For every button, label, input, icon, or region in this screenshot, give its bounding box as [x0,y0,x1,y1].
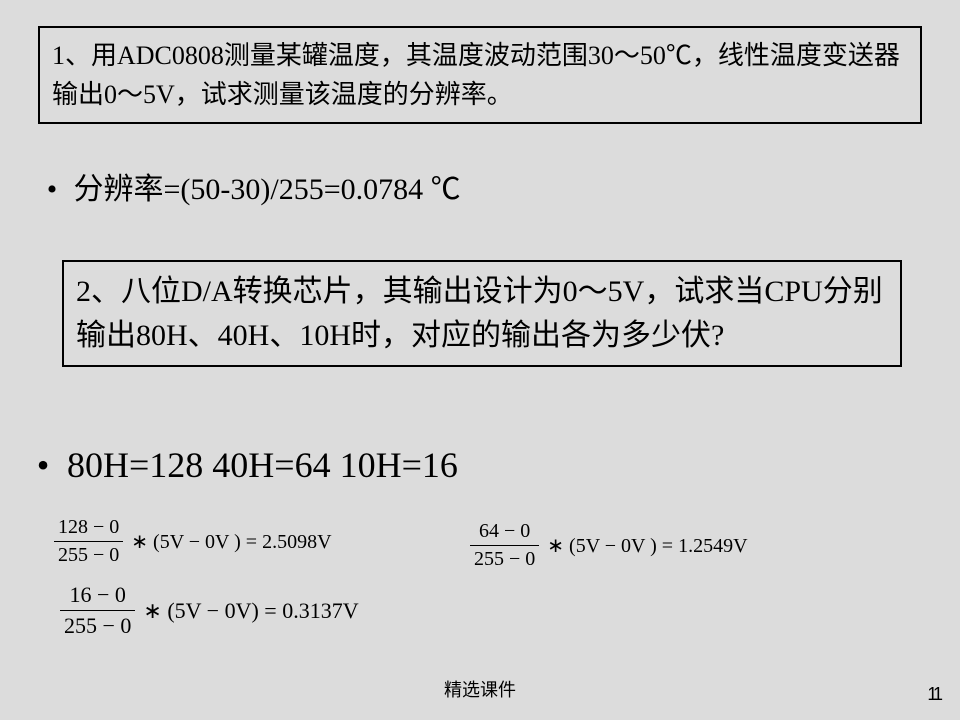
equation-3: 16 − 0 255 − 0 ∗ (5V − 0V) = 0.3137V [60,582,359,639]
problem-2-text: 2、八位D/A转换芯片，其输出设计为0～5V，试求当CPU分别输出80H、40H… [76,275,883,352]
numerator: 64 − 0 [475,520,534,545]
equation-rest: ∗ (5V − 0V) = 0.3137V [143,598,358,624]
answer-2-line: • 80H=128 40H=64 10H=16 [28,444,458,486]
problem-1-box: 1、用ADC0808测量某罐温度，其温度波动范围30～50℃，线性温度变送器输出… [38,26,922,124]
denominator: 255 − 0 [60,610,135,639]
fraction: 128 − 0 255 − 0 [54,516,123,567]
equation-2: 64 − 0 255 − 0 ∗ (5V − 0V ) = 1.2549V [470,520,748,571]
bullet-dot: • [38,173,66,207]
problem-1-text: 1、用ADC0808测量某罐温度，其温度波动范围30～50℃，线性温度变送器输出… [52,41,900,109]
answer-1-line: • 分辨率=(50-30)/255=0.0784 ℃ [38,164,461,208]
numerator: 16 − 0 [66,582,130,610]
equation-1: 128 − 0 255 − 0 ∗ (5V − 0V ) = 2.5098V [54,516,332,567]
fraction: 16 − 0 255 − 0 [60,582,135,639]
equation-rest: ∗ (5V − 0V ) = 1.2549V [547,533,747,558]
page-number: 11 [927,684,940,705]
footer-label: 精选课件 [444,676,516,702]
equation-rest: ∗ (5V − 0V ) = 2.5098V [131,529,331,554]
fraction: 64 − 0 255 − 0 [470,520,539,571]
numerator: 128 − 0 [54,516,123,541]
problem-2-box: 2、八位D/A转换芯片，其输出设计为0～5V，试求当CPU分别输出80H、40H… [62,260,902,367]
bullet-dot: • [28,444,58,486]
answer-1-text: 分辨率=(50-30)/255=0.0784 ℃ [74,173,461,206]
answer-2-text: 80H=128 40H=64 10H=16 [67,445,458,485]
denominator: 255 − 0 [54,541,123,567]
denominator: 255 − 0 [470,545,539,571]
